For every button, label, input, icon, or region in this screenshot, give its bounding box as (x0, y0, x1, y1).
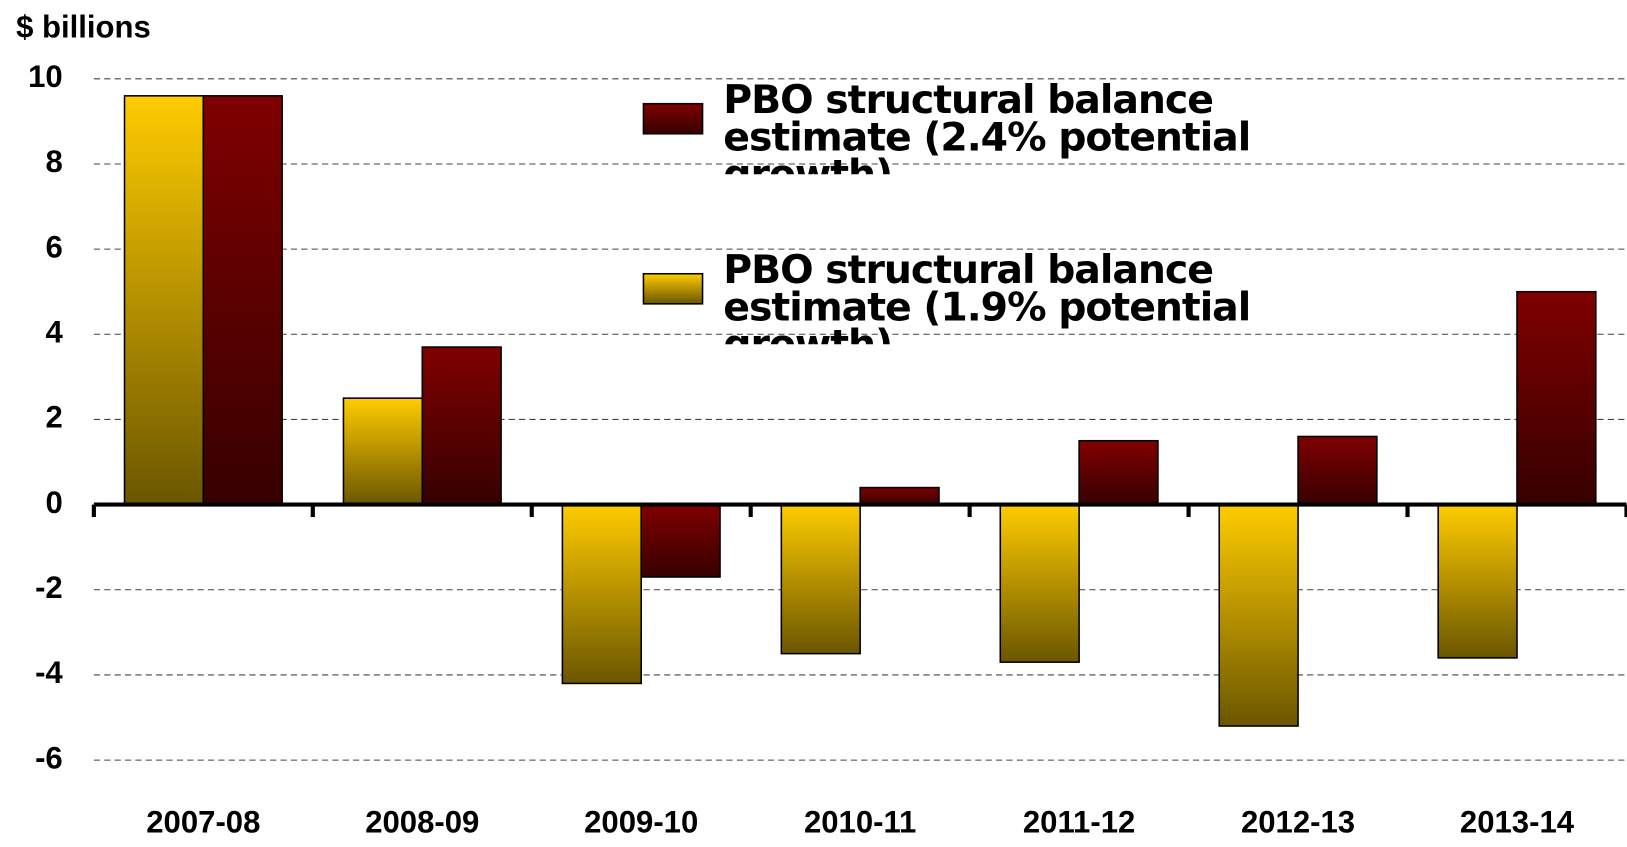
legend-text-box: PBO structural balance estimate (1.9% po… (723, 250, 1251, 345)
x-tick-label: 2007-08 (146, 805, 260, 840)
bar (421, 346, 502, 506)
bar (342, 397, 424, 506)
y-tick-label: -2 (35, 570, 63, 605)
bar (1297, 435, 1378, 506)
legend-swatch (642, 102, 704, 135)
y-tick-label: 10 (28, 59, 63, 94)
bar (1516, 290, 1597, 506)
x-tick-label: 2009-10 (584, 805, 698, 840)
bar (1437, 503, 1518, 659)
legend-label: PBO structural balance estimate (2.4% po… (723, 80, 1251, 175)
y-tick-label: 2 (45, 400, 62, 435)
x-tick-label: 2008-09 (365, 805, 479, 840)
legend-text-box: PBO structural balance estimate (2.4% po… (723, 80, 1251, 175)
bar (859, 486, 940, 506)
bar (202, 95, 283, 506)
x-tick-label: 2013-14 (1460, 805, 1575, 840)
legend-label: PBO structural balance estimate (1.9% po… (723, 250, 1251, 345)
bar (640, 503, 721, 578)
bar (1218, 503, 1299, 727)
y-tick-label: -4 (35, 655, 63, 690)
x-tick-label: 2012-13 (1241, 805, 1355, 840)
y-tick-label: 4 (45, 315, 63, 350)
y-tick-label: 6 (45, 229, 62, 264)
y-tick-label: -6 (35, 740, 63, 775)
bar (123, 95, 205, 506)
bar (1078, 439, 1159, 506)
y-tick-label: 0 (45, 485, 62, 520)
bar (780, 503, 861, 655)
y-axis-label: $ billions (16, 9, 151, 44)
y-tick-label: 8 (45, 144, 62, 179)
bar (999, 503, 1080, 663)
x-tick-label: 2010-11 (804, 805, 916, 840)
bar (561, 503, 642, 685)
x-tick-label: 2011-12 (1023, 805, 1135, 840)
legend-swatch (642, 272, 704, 305)
